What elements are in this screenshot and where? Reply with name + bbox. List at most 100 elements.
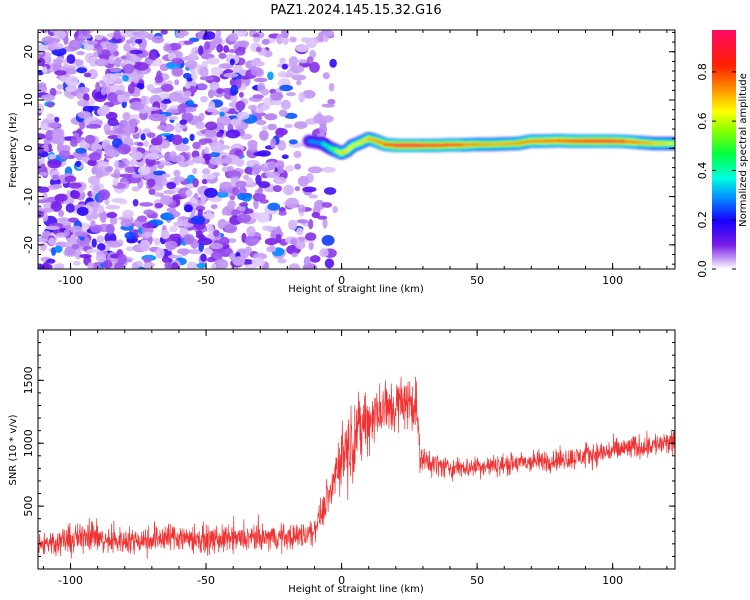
x-tick-label: -100 [58, 574, 83, 587]
noise-blob [117, 253, 127, 265]
noise-blob [252, 36, 261, 43]
noise-blob [97, 205, 105, 214]
noise-blob [195, 205, 206, 212]
noise-blob [47, 122, 61, 128]
y-tick-label: 1500 [22, 366, 35, 394]
noise-blob [113, 58, 122, 68]
noise-blob [230, 84, 239, 96]
colorbar: 0.0 0.2 0.4 0.6 0.8 Normalized spectral ampl… [696, 30, 749, 278]
noise-blob [63, 229, 70, 237]
noise-blob [143, 209, 155, 215]
noise-blob [270, 91, 284, 101]
noise-blob [38, 186, 50, 193]
noise-blob [238, 40, 250, 48]
noise-blob [104, 198, 110, 206]
noise-blob [42, 212, 49, 222]
noise-blob [64, 68, 77, 75]
noise-blob [293, 121, 308, 129]
noise-blob [223, 72, 239, 78]
y-tick-label: 500 [22, 496, 35, 517]
noise-blob [71, 190, 81, 200]
noise-blob [107, 67, 122, 73]
x-tick-label: 0 [338, 574, 345, 587]
noise-blob [296, 219, 309, 224]
noise-blob [51, 47, 67, 57]
noise-blob [166, 182, 177, 190]
noise-blob [190, 215, 206, 225]
noise-blob [91, 238, 97, 248]
noise-blob [182, 72, 192, 79]
noise-blob [75, 160, 82, 168]
noise-blob [200, 193, 207, 202]
noise-blob [270, 138, 277, 149]
noise-blob [52, 174, 60, 180]
noise-blob [179, 124, 188, 129]
noise-blob [205, 121, 218, 131]
noise-blob [185, 189, 193, 198]
noise-blob [218, 52, 227, 60]
noise-blob [305, 232, 317, 241]
noise-blob [45, 225, 60, 230]
noise-blob [225, 129, 241, 139]
noise-blob [161, 99, 172, 104]
noise-blob [124, 231, 137, 240]
noise-blob [210, 142, 225, 153]
noise-blob [53, 30, 67, 40]
noise-blob [317, 31, 325, 41]
noise-blob [255, 46, 262, 53]
noise-blob [173, 176, 185, 182]
noise-blob [259, 199, 269, 204]
noise-blob [277, 140, 287, 151]
noise-blob [41, 36, 55, 45]
noise-blob [50, 201, 62, 212]
noise-blob [234, 149, 243, 157]
noise-blob [282, 184, 295, 196]
noise-blob [204, 129, 217, 138]
signal-ridge-segment [489, 142, 506, 146]
noise-blob [159, 92, 172, 99]
noise-blob [90, 224, 103, 233]
noise-blob [45, 129, 54, 141]
noise-blob [232, 256, 246, 266]
noise-blob [223, 45, 230, 53]
noise-blob [185, 84, 191, 89]
noise-blob [96, 45, 103, 55]
noise-blob [79, 119, 86, 130]
noise-blob [189, 52, 198, 61]
noise-blob [281, 63, 288, 70]
noise-blob [173, 169, 181, 178]
noise-blob [198, 45, 204, 56]
noise-blob [54, 70, 67, 76]
noise-blob [305, 37, 318, 49]
noise-blob [52, 58, 64, 65]
x-tick-label: 0 [338, 274, 345, 287]
noise-blob [38, 148, 44, 154]
noise-blob [69, 234, 77, 242]
noise-blob [218, 63, 234, 69]
noise-blob [95, 253, 107, 263]
noise-blob [71, 244, 80, 249]
noise-blob [69, 139, 78, 147]
noise-blob [143, 140, 149, 148]
noise-blob [267, 160, 277, 171]
noise-blob [296, 227, 304, 236]
noise-blob [278, 210, 287, 216]
noise-blob [322, 217, 328, 229]
noise-blob [64, 75, 79, 86]
noise-blob [206, 57, 220, 65]
signal-ridge-segment [624, 140, 642, 144]
noise-blob [198, 139, 208, 146]
noise-blob [103, 259, 113, 269]
noise-blob [294, 186, 301, 192]
noise-blob [91, 210, 99, 220]
noise-blob [303, 256, 311, 267]
noise-blob [120, 218, 132, 228]
noise-blob [224, 223, 238, 234]
noise-blob [139, 202, 154, 207]
noise-blob [95, 81, 101, 93]
noise-blob [197, 186, 205, 196]
noise-blob [252, 33, 260, 38]
noise-blob [117, 92, 125, 103]
noise-blob [211, 263, 217, 269]
